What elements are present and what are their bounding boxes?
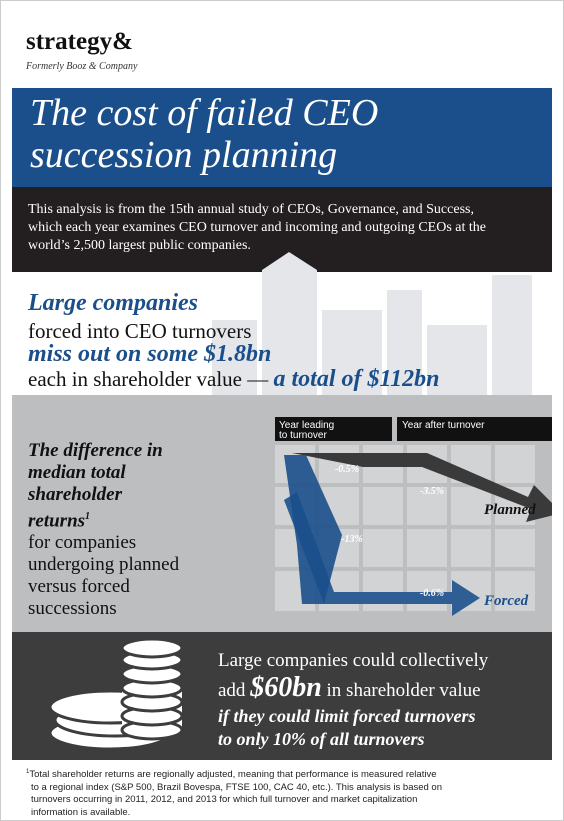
headline-3: miss out on some $1.8bn: [28, 341, 272, 367]
column-header: [275, 417, 392, 441]
returns-bold: median total: [28, 462, 126, 483]
footnote-line: turnovers occurring in 2011, 2012, and 2…: [31, 794, 418, 806]
title-line: The cost of failed CEO: [30, 92, 379, 134]
column-label: Year leading: [279, 420, 334, 431]
footnote-mark: 1: [26, 769, 30, 775]
bottom-2c: in shareholder value: [326, 680, 481, 701]
bottom-1: Large companies could collectively: [218, 650, 489, 671]
headline-2: forced into CEO turnovers: [28, 319, 252, 343]
planned-arrow: [292, 453, 552, 522]
value-label: -0.6%: [420, 588, 444, 599]
footnote-text: Total shareholder returns are regionally…: [29, 769, 437, 781]
returns-plain: successions: [28, 598, 117, 620]
returns-plain: versus forced: [28, 576, 130, 598]
headline-4: each in shareholder value — a total of $…: [28, 366, 440, 393]
bottom-4: to only 10% of all turnovers: [218, 729, 425, 749]
brand: strategy&: [26, 28, 133, 55]
tagline: Formerly Booz & Company: [26, 61, 138, 72]
title-line: succession planning: [30, 134, 338, 176]
note-mark: 1: [85, 511, 91, 522]
footnote-line: to a regional index (S&P 500, Brazil Bov…: [31, 781, 443, 793]
column-header: [397, 417, 552, 441]
column-label: Year after turnover: [402, 420, 485, 431]
intro-line: which each year examines CEO turnover an…: [28, 220, 486, 235]
returns-bold: returns: [28, 510, 86, 532]
returns-plain: for companies: [28, 532, 137, 554]
bottom-2: add $60bn in shareholder value: [218, 672, 481, 704]
intro: This analysis is from the 15th annual st…: [28, 201, 486, 255]
headline-4b: a total of $112bn: [273, 366, 440, 392]
returns-text: The difference in median total sharehold…: [28, 440, 179, 620]
title: The cost of failed CEO succession planni…: [30, 92, 378, 176]
returns-bold: shareholder: [28, 484, 122, 505]
planned-label: Planned: [484, 502, 536, 518]
diagram: Year leading to turnover Year after turn…: [275, 417, 552, 616]
forced-label: Forced: [483, 593, 529, 609]
intro-line: This analysis is from the 15th annual st…: [28, 202, 474, 217]
bottom-2a: add: [218, 680, 246, 701]
returns-plain: undergoing planned: [28, 554, 180, 576]
forced-arrow: [284, 492, 480, 616]
forced-drop: [284, 455, 342, 604]
city-illustration: [212, 252, 532, 395]
returns-bold: returns1: [28, 506, 179, 532]
title-band: [12, 88, 552, 187]
headline-1: Large companies: [28, 290, 198, 316]
bottom-3: if they could limit forced turnovers: [218, 706, 476, 726]
footnote: 1Total shareholder returns are regionall…: [26, 766, 442, 819]
intro-line: world’s 2,500 largest public companies.: [28, 238, 251, 253]
footnote-line: 1Total shareholder returns are regionall…: [26, 766, 442, 782]
value-label: -3.5%: [420, 486, 444, 497]
footnote-line: information is available.: [31, 806, 131, 818]
headline-4a: each in shareholder value —: [28, 367, 269, 391]
coins-icon: [48, 638, 184, 751]
column-label: to turnover: [279, 430, 327, 441]
value-label: -13%: [341, 534, 363, 545]
returns-bold: The difference in: [28, 440, 163, 461]
bottom-2b: $60bn: [250, 672, 322, 703]
value-label: -0.5%: [335, 464, 359, 475]
